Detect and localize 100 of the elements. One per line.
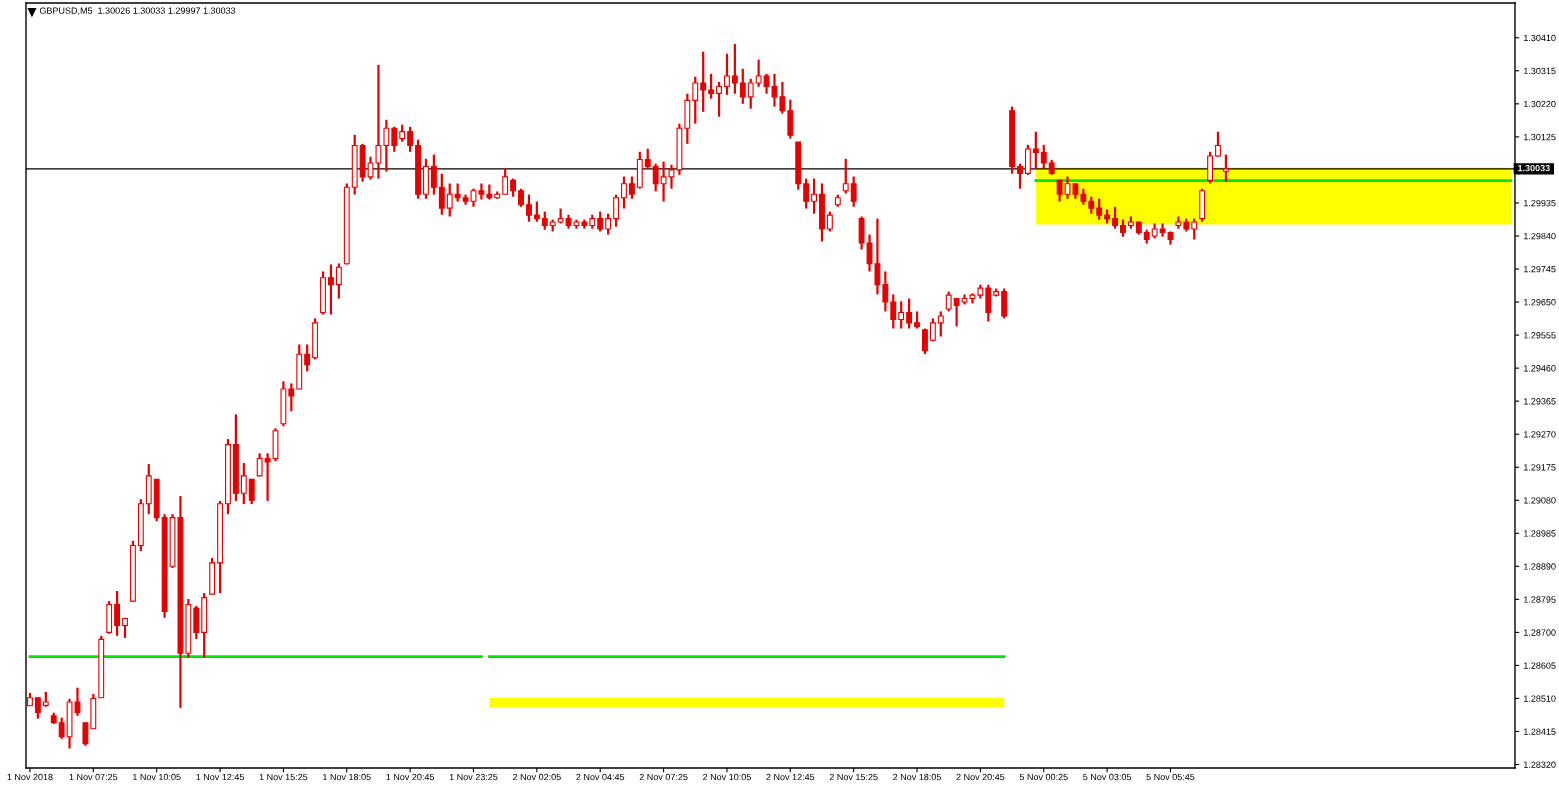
candlestick (700, 50, 707, 113)
x-tick-label: 1 Nov 2018 (7, 773, 53, 781)
candlestick (327, 263, 334, 316)
candlestick (438, 172, 445, 216)
y-tick-label: 1.30220 (1524, 100, 1556, 108)
y-tick-label: 1.28320 (1524, 761, 1556, 768)
candlestick (34, 696, 41, 720)
candlestick (724, 52, 730, 96)
x-tick-label: 1 Nov 15:25 (259, 773, 308, 781)
candlestick (747, 77, 754, 110)
candlestick (708, 72, 715, 100)
x-tick-label: 1 Nov 23:25 (449, 773, 498, 781)
candlestick (1215, 130, 1221, 158)
y-tick-label: 1.28890 (1524, 563, 1556, 570)
candlestick (1096, 197, 1103, 221)
candlestick (652, 162, 659, 193)
y-tick-label: 1.29175 (1524, 464, 1556, 471)
candlestick (82, 721, 89, 747)
candlestick (826, 210, 833, 233)
candlestick (383, 118, 390, 173)
candlestick (953, 297, 960, 328)
candlestick (692, 75, 699, 125)
y-tick-label: 1.29460 (1524, 365, 1556, 372)
candlestick (541, 210, 548, 231)
candlestick (945, 290, 952, 313)
y-tick-label: 1.28415 (1524, 728, 1556, 735)
x-tick-label: 2 Nov 18:05 (893, 773, 941, 781)
x-tick-label: 2 Nov 04:45 (576, 773, 625, 781)
x-tick-label: 2 Nov 20:45 (956, 773, 1005, 781)
candlestick (803, 177, 810, 210)
candlestick (58, 716, 65, 740)
candlestick (446, 182, 453, 218)
ref-line-label: 1.30033 (1518, 164, 1550, 172)
y-tick-label: 1.29555 (1524, 332, 1556, 339)
y-tick-label: 1.29935 (1524, 199, 1556, 207)
y-tick-label: 1.29270 (1524, 431, 1556, 438)
candlestick (597, 210, 604, 233)
y-tick-label: 1.30410 (1524, 34, 1556, 42)
y-tick-label: 1.29840 (1524, 232, 1556, 240)
candlestick (518, 187, 524, 208)
candlestick (621, 175, 627, 210)
x-tick-label: 2 Nov 07:25 (639, 773, 688, 781)
chart-title: GBPUSD,M5 1.30026 1.30033 1.29997 1.30033 (39, 7, 236, 15)
y-tick-label: 1.29650 (1524, 299, 1556, 306)
y-tick-label: 1.28985 (1524, 530, 1556, 537)
x-tick-label: 1 Nov 12:45 (196, 773, 245, 781)
candlestick (842, 157, 849, 195)
candlestick (526, 193, 532, 223)
y-tick-label: 1.30125 (1524, 133, 1556, 141)
candlestick (288, 382, 295, 413)
candlestick (779, 80, 786, 115)
candlestick (1032, 130, 1039, 170)
x-tick-label: 2 Nov 10:05 (703, 773, 751, 781)
y-tick-label: 1.28795 (1524, 596, 1556, 603)
candlestick (407, 125, 414, 153)
x-tick-label: 2 Nov 02:05 (512, 773, 561, 781)
candlestick (613, 193, 619, 228)
candlestick (628, 175, 635, 200)
candlestick (890, 293, 897, 330)
candlestick (430, 153, 437, 196)
candlestick (391, 125, 398, 153)
y-tick-label: 1.29080 (1524, 497, 1556, 504)
candlestick (1017, 162, 1023, 190)
candlestick (731, 42, 738, 95)
candlestick (335, 262, 342, 300)
candlestick (882, 270, 889, 313)
candlestick (454, 182, 461, 203)
candlestick (605, 212, 612, 236)
candlestick (248, 477, 255, 506)
y-tick-label: 1.30315 (1524, 67, 1556, 75)
x-tick-label: 5 Nov 05:45 (1146, 773, 1195, 781)
y-tick-label: 1.28700 (1524, 629, 1556, 636)
candlestick (922, 327, 928, 356)
candlestick (304, 343, 311, 373)
x-tick-label: 2 Nov 12:45 (766, 773, 815, 781)
candlestick (502, 167, 509, 196)
candlestick (1040, 143, 1047, 170)
x-tick-label: 2 Nov 15:25 (829, 773, 878, 781)
y-tick-label: 1.28510 (1524, 695, 1556, 702)
y-tick-label: 1.28605 (1524, 662, 1556, 669)
candlestick (755, 58, 762, 88)
candlestick (850, 175, 857, 208)
x-tick-label: 1 Nov 20:45 (386, 773, 435, 781)
candlestick (811, 177, 817, 215)
candlestick (114, 589, 121, 637)
candlestick (510, 177, 517, 198)
x-tick-label: 1 Nov 10:05 (133, 773, 181, 781)
candlestick (533, 200, 540, 223)
x-tick-label: 5 Nov 03:05 (1083, 773, 1132, 781)
candlestick (937, 310, 944, 338)
candlestick (898, 300, 905, 330)
candlestick (644, 147, 651, 170)
candlestick (256, 452, 263, 478)
candlestick (906, 297, 913, 330)
x-tick-label: 5 Nov 00:25 (1019, 773, 1068, 781)
candlestick (739, 67, 746, 105)
candlestick (716, 80, 722, 118)
candlestick (1222, 153, 1229, 183)
candlestick (1191, 217, 1198, 241)
candlestick (240, 461, 247, 506)
